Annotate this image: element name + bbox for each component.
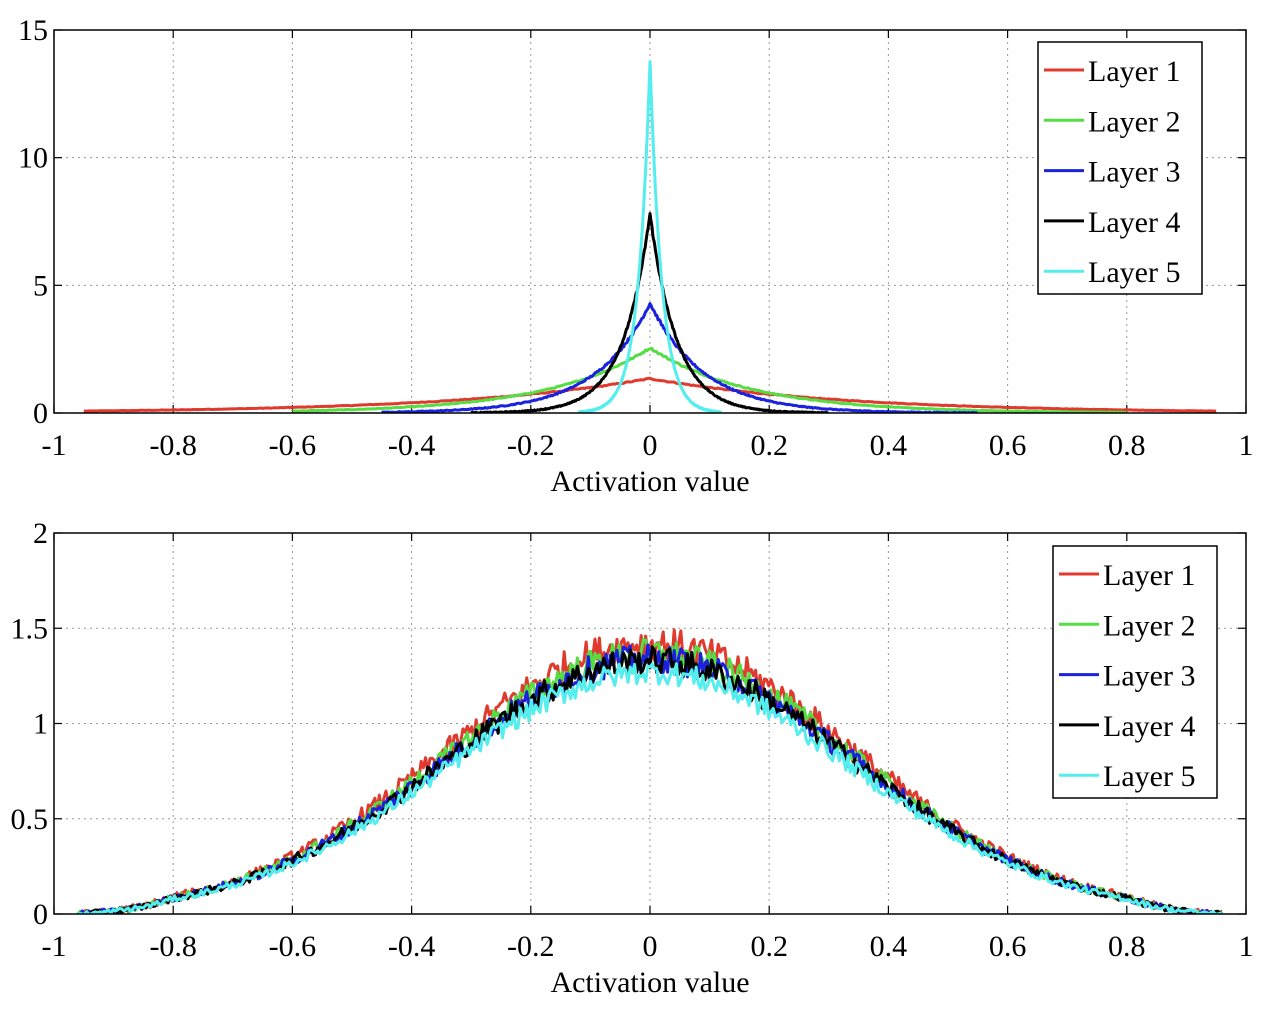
legend-label-layer-2: Layer 2 (1103, 609, 1195, 642)
legend: Layer 1 Layer 2 Layer 3 Layer 4 Layer 5 (1037, 41, 1203, 295)
bottom-activation-histogram: -1 -0.8 -0.6 -0.4 -0.2 0 0.2 0.4 0.6 0.8 1 0 0.5 1 1.5… (11, 517, 1254, 999)
legend-box (1052, 545, 1218, 799)
x-tick-label: 0.6 (989, 429, 1027, 462)
x-tick-label: 1 (1239, 429, 1254, 462)
legend-label-layer-5: Layer 5 (1103, 760, 1195, 793)
y-tick-label: 10 (18, 142, 48, 175)
x-tick-label: -0.8 (149, 429, 197, 462)
y-tick-label: 15 (18, 14, 48, 47)
legend-label-layer-3: Layer 3 (1088, 156, 1180, 189)
legend-label-layer-4: Layer 4 (1088, 206, 1180, 239)
x-tick-label: -1 (42, 930, 67, 963)
y-tick-label: 2 (33, 517, 48, 550)
x-tick-label: -0.4 (388, 429, 436, 462)
legend-label-layer-1: Layer 1 (1103, 559, 1195, 592)
x-axis-label: Activation value (550, 966, 749, 999)
series-group (83, 60, 1217, 413)
y-tick-label: 0.5 (11, 803, 49, 836)
x-tick-label: -0.2 (507, 429, 555, 462)
y-tick-label: 1.5 (11, 612, 49, 645)
series-line-layer-1 (83, 376, 1217, 413)
series-group (76, 628, 1224, 914)
legend-box (1037, 41, 1203, 295)
x-tick-label: 0 (643, 429, 658, 462)
x-tick-label: -0.4 (388, 930, 436, 963)
axes-frame (53, 532, 1247, 915)
axes-frame (53, 29, 1247, 414)
series-line-layer-5 (77, 662, 1223, 914)
series-line-layer-4 (470, 212, 830, 413)
x-tick-label: -0.2 (507, 930, 555, 963)
x-tick-label: 0.2 (750, 930, 788, 963)
y-tick-label: 1 (33, 708, 48, 741)
x-tick-label: 0.8 (1108, 429, 1146, 462)
x-axis-label: Activation value (550, 465, 749, 498)
y-tick-label: 0 (33, 898, 48, 931)
x-tick-label: -0.6 (269, 930, 317, 963)
x-tick-label: 0.6 (989, 930, 1027, 963)
y-tick-label: 0 (33, 397, 48, 430)
x-tick-label: 1 (1239, 930, 1254, 963)
x-tick-label: 0.8 (1108, 930, 1146, 963)
y-tick-label: 5 (33, 269, 48, 302)
x-tick-label: -0.6 (269, 429, 317, 462)
x-tick-label: 0.4 (870, 930, 908, 963)
top-activation-histogram: -1 -0.8 -0.6 -0.4 -0.2 0 0.2 0.4 0.6 0.8 1051015Ac… (18, 14, 1254, 498)
series-line-layer-5 (577, 60, 723, 413)
legend-label-layer-3: Layer 3 (1103, 660, 1195, 693)
x-tick-label: 0.4 (870, 429, 908, 462)
legend-label-layer-2: Layer 2 (1088, 105, 1180, 138)
legend: Layer 1 Layer 2 Layer 3 Layer 4 Layer 5 (1052, 545, 1218, 799)
x-tick-label: 0 (643, 930, 658, 963)
legend-label-layer-1: Layer 1 (1088, 55, 1180, 88)
x-tick-label: 0.2 (750, 429, 788, 462)
x-tick-label: -1 (42, 429, 67, 462)
x-tick-label: -0.8 (149, 930, 197, 963)
legend-label-layer-4: Layer 4 (1103, 710, 1195, 743)
legend-label-layer-5: Layer 5 (1088, 256, 1180, 289)
